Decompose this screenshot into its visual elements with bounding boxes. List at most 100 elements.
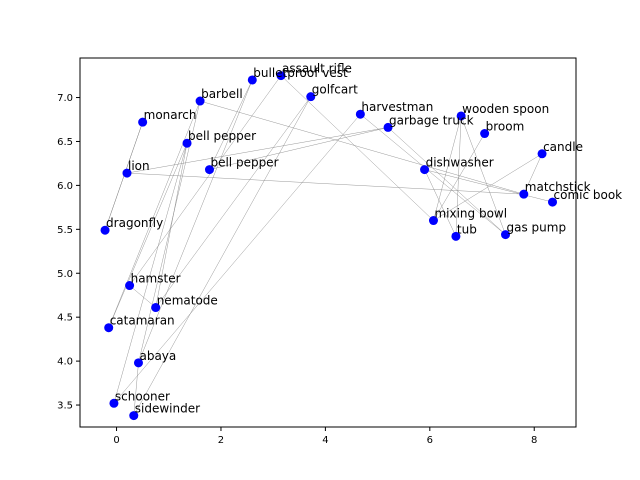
point-label: gas pump bbox=[507, 221, 567, 235]
connection-line bbox=[113, 143, 188, 404]
data-point bbox=[451, 231, 461, 241]
data-point bbox=[428, 216, 438, 226]
point-label: catamaran bbox=[110, 314, 175, 328]
point-label: monarch bbox=[144, 108, 197, 122]
connection-line bbox=[433, 133, 485, 221]
x-tick-label: 2 bbox=[218, 435, 224, 446]
y-tick-label: 5.5 bbox=[57, 225, 73, 236]
connection-line bbox=[424, 169, 457, 237]
y-tick-label: 6.5 bbox=[57, 137, 73, 148]
connection-line bbox=[155, 96, 311, 308]
connection-line bbox=[433, 115, 462, 221]
point-label: sidewinder bbox=[135, 402, 200, 416]
y-tick-label: 3.5 bbox=[57, 401, 73, 412]
plot-frame bbox=[79, 57, 577, 428]
connection-line bbox=[280, 75, 434, 221]
data-point bbox=[537, 149, 547, 159]
point-label: assault rifle bbox=[282, 62, 352, 76]
connection-line bbox=[523, 153, 543, 195]
point-label: comic book bbox=[554, 188, 623, 202]
point-label: broom bbox=[486, 120, 525, 134]
point-label: tub bbox=[457, 222, 477, 236]
point-label: bulletproof vest bbox=[253, 66, 348, 80]
connection-line bbox=[126, 172, 524, 195]
data-point bbox=[100, 225, 110, 235]
point-label: hamster bbox=[131, 272, 181, 286]
data-point bbox=[519, 189, 529, 199]
data-point bbox=[480, 129, 490, 139]
connection-line bbox=[387, 127, 506, 235]
connection-line bbox=[126, 127, 389, 174]
connection-line bbox=[455, 115, 462, 237]
data-point bbox=[109, 398, 119, 408]
y-tick-label: 7.0 bbox=[57, 93, 73, 104]
point-label: abaya bbox=[139, 349, 176, 363]
data-point bbox=[501, 230, 511, 240]
point-label: lion bbox=[128, 159, 150, 173]
connection-line bbox=[200, 100, 524, 195]
connection-line bbox=[155, 143, 188, 308]
x-axis: 0 2 4 6 8 bbox=[113, 427, 537, 446]
data-point bbox=[138, 117, 148, 127]
data-point bbox=[133, 358, 143, 368]
connection-line bbox=[133, 96, 311, 416]
x-tick-label: 6 bbox=[427, 435, 433, 446]
point-label: mixing bowl bbox=[434, 207, 507, 221]
connection-line bbox=[129, 285, 156, 308]
data-point bbox=[129, 411, 139, 421]
point-label: golfcart bbox=[312, 83, 358, 97]
connection-line bbox=[108, 143, 188, 328]
data-point bbox=[548, 197, 558, 207]
point-label: schooner bbox=[115, 389, 170, 403]
y-tick-label: 4.5 bbox=[57, 313, 73, 324]
data-point bbox=[125, 281, 135, 291]
y-tick-label: 6.0 bbox=[57, 181, 73, 192]
connection-line bbox=[129, 75, 282, 286]
data-point bbox=[151, 303, 161, 313]
data-point bbox=[355, 109, 365, 119]
data-point bbox=[306, 92, 316, 102]
point-label: matchstick bbox=[525, 180, 591, 194]
connection-line bbox=[133, 362, 139, 416]
point-label: wooden spoon bbox=[462, 102, 549, 116]
y-tick-label: 4.0 bbox=[57, 357, 73, 368]
y-tick-label: 5.0 bbox=[57, 269, 73, 280]
point-label: bell pepper bbox=[210, 156, 278, 170]
point-label: dragonfly bbox=[106, 216, 163, 230]
data-point bbox=[182, 138, 192, 148]
point-label: nematode bbox=[157, 294, 218, 308]
connection-line bbox=[460, 115, 506, 235]
x-tick-label: 4 bbox=[322, 435, 328, 446]
data-point bbox=[383, 122, 393, 132]
data-point bbox=[204, 165, 214, 175]
data-point bbox=[122, 168, 132, 178]
x-tick-label: 8 bbox=[531, 435, 537, 446]
point-label: dishwasher bbox=[426, 156, 494, 170]
connection-line bbox=[138, 79, 253, 363]
point-label: candle bbox=[543, 140, 583, 154]
x-tick-label: 0 bbox=[113, 435, 119, 446]
data-point bbox=[104, 323, 114, 333]
data-point bbox=[247, 75, 257, 85]
connection-line bbox=[108, 100, 201, 328]
point-label: bell pepper bbox=[188, 129, 256, 143]
connection-line bbox=[209, 79, 253, 170]
data-point bbox=[456, 111, 466, 121]
connection-line bbox=[209, 127, 389, 170]
connection-line bbox=[360, 114, 506, 235]
point-label: barbell bbox=[201, 87, 243, 101]
connection-line bbox=[433, 153, 543, 221]
data-point bbox=[195, 96, 205, 106]
point-layer bbox=[100, 71, 558, 421]
point-label: harvestman bbox=[361, 100, 433, 114]
edge-layer bbox=[104, 75, 553, 416]
connection-line bbox=[424, 169, 553, 203]
connection-line bbox=[113, 114, 361, 404]
data-point bbox=[276, 71, 286, 81]
y-axis: 3.5 4.0 4.5 5.0 5.5 6.0 6.5 7.0 bbox=[57, 93, 80, 412]
data-point bbox=[420, 165, 430, 175]
point-label: garbage truck bbox=[389, 113, 474, 127]
